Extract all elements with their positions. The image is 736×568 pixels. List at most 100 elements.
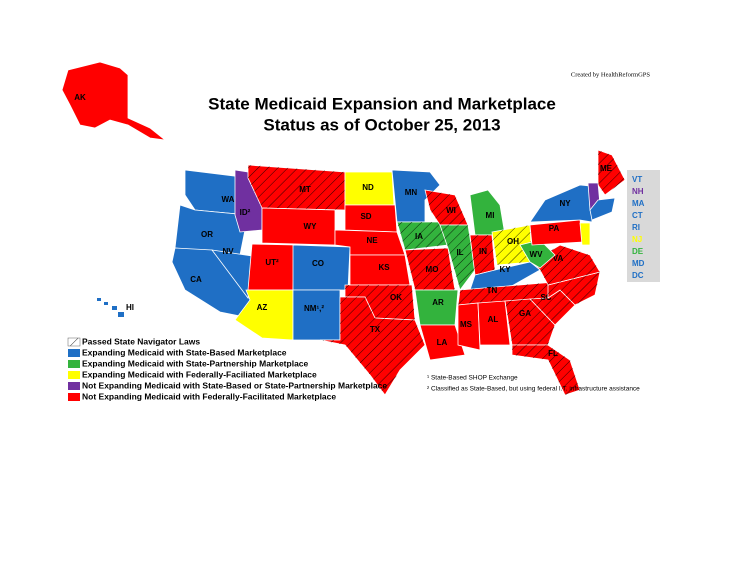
state-label: MN bbox=[405, 188, 418, 197]
state-label: OR bbox=[201, 230, 213, 239]
state-shape bbox=[414, 289, 459, 326]
state-label: ME bbox=[600, 164, 613, 173]
state-label: ND bbox=[362, 183, 374, 192]
state-label: MS bbox=[460, 320, 473, 329]
state-label: TN bbox=[487, 286, 498, 295]
state-label: MT bbox=[299, 185, 311, 194]
state-label: VA bbox=[553, 254, 564, 263]
state-label: AL bbox=[488, 315, 499, 324]
small-state-label: CT bbox=[632, 211, 643, 220]
state-label: PA bbox=[549, 224, 560, 233]
legend-swatch bbox=[68, 371, 80, 379]
state-label: IN bbox=[479, 247, 487, 256]
state-label: KS bbox=[378, 263, 390, 272]
footnote: ² Classified as State-Based, but using f… bbox=[427, 386, 640, 393]
small-state-label: NJ bbox=[632, 235, 642, 244]
navigator-hatch bbox=[598, 150, 625, 195]
state-label: IA bbox=[415, 232, 423, 241]
legend-swatch bbox=[68, 349, 80, 357]
legend-label: Expanding Medicaid with State-Partnershi… bbox=[82, 358, 309, 368]
state-label: HI bbox=[126, 303, 134, 312]
navigator-hatch bbox=[440, 225, 475, 290]
small-state-label: MD bbox=[632, 259, 645, 268]
state-label: OH bbox=[507, 237, 519, 246]
state-shape bbox=[174, 204, 249, 256]
legend-label: Not Expanding Medicaid with State-Based … bbox=[82, 380, 387, 390]
state-label: SD bbox=[360, 212, 371, 221]
state-label: LA bbox=[437, 338, 448, 347]
state-label: SC bbox=[540, 293, 551, 302]
small-state-label: NH bbox=[632, 187, 644, 196]
state-label: WA bbox=[222, 195, 235, 204]
state-label: NY bbox=[559, 199, 571, 208]
state-label: UT² bbox=[265, 258, 279, 267]
new-england-region bbox=[589, 197, 616, 221]
state-label: GA bbox=[519, 309, 531, 318]
navigator-hatch bbox=[530, 290, 575, 325]
state-shape bbox=[292, 289, 341, 341]
state-label: AR bbox=[432, 298, 444, 307]
state-shape bbox=[469, 189, 506, 236]
title-line: Status as of October 25, 2013 bbox=[263, 115, 500, 134]
state-label: MO bbox=[426, 265, 439, 274]
small-states-box bbox=[627, 170, 660, 282]
state-label: NM¹,² bbox=[304, 304, 324, 313]
state-label: TX bbox=[370, 325, 381, 334]
legend-label: Expanding Medicaid with State-Based Mark… bbox=[82, 347, 287, 357]
navigator-hatch bbox=[512, 345, 580, 395]
state-shape bbox=[457, 302, 481, 351]
state-shape bbox=[61, 61, 167, 141]
state-shape bbox=[579, 222, 591, 246]
legend-label: Expanding Medicaid with Federally-Facili… bbox=[82, 369, 317, 379]
state-label: ID² bbox=[240, 208, 251, 217]
island bbox=[112, 306, 117, 310]
legend-swatch bbox=[68, 360, 80, 368]
footnote: ¹ State-Based SHOP Exchange bbox=[427, 375, 518, 382]
small-state-label: RI bbox=[632, 223, 640, 232]
navigator-hatch bbox=[425, 190, 468, 225]
state-label: MI bbox=[486, 211, 495, 220]
state-label: WY bbox=[304, 222, 318, 231]
state-label: NE bbox=[366, 236, 378, 245]
small-state-label: VT bbox=[632, 175, 642, 184]
navigator-hatch bbox=[470, 235, 495, 275]
states: AK HI WA OR CA NV ID² MT WY UT² CO AZ NM¹,² ND SD NE KS O… bbox=[61, 61, 626, 396]
navigator-hatch bbox=[505, 299, 555, 345]
state-shape bbox=[419, 324, 466, 361]
small-state-label: MA bbox=[632, 199, 645, 208]
state-label: FL bbox=[548, 349, 558, 358]
state-shape bbox=[477, 300, 511, 346]
state-label: CO bbox=[312, 259, 324, 268]
navigator-hatch bbox=[345, 285, 415, 320]
small-states: VT NH MA CT RI NJ DE MD DC bbox=[632, 175, 645, 280]
state-shape bbox=[261, 207, 336, 246]
navigator-hatch bbox=[405, 248, 455, 290]
legend-swatch bbox=[68, 382, 80, 390]
legend-swatch bbox=[67, 337, 81, 347]
state-label: WV bbox=[530, 250, 544, 259]
state-label: IL bbox=[456, 248, 463, 257]
state-label: WI bbox=[446, 206, 456, 215]
state-label: AZ bbox=[257, 303, 268, 312]
navigator-hatch bbox=[248, 165, 345, 210]
small-state-label: DE bbox=[632, 247, 644, 256]
state-label: KY bbox=[499, 265, 511, 274]
legend-label: Not Expanding Medicaid with Federally-Fa… bbox=[82, 391, 336, 401]
island bbox=[104, 302, 108, 305]
credit: Created by HealthReformGPS bbox=[571, 71, 650, 78]
navigator-hatch bbox=[548, 272, 600, 305]
navigator-hatch bbox=[397, 222, 448, 250]
title-line: State Medicaid Expansion and Marketplace bbox=[208, 94, 556, 113]
navigator-hatch bbox=[492, 225, 532, 265]
navigator-hatch bbox=[320, 297, 425, 395]
state-label: OK bbox=[390, 293, 402, 302]
legend-swatch bbox=[68, 393, 80, 401]
state-label: CA bbox=[190, 275, 202, 284]
island bbox=[118, 312, 124, 317]
state-label: NV bbox=[222, 247, 234, 256]
state-label: AK bbox=[74, 93, 86, 102]
island bbox=[97, 298, 101, 301]
small-state-label: DC bbox=[632, 271, 644, 280]
